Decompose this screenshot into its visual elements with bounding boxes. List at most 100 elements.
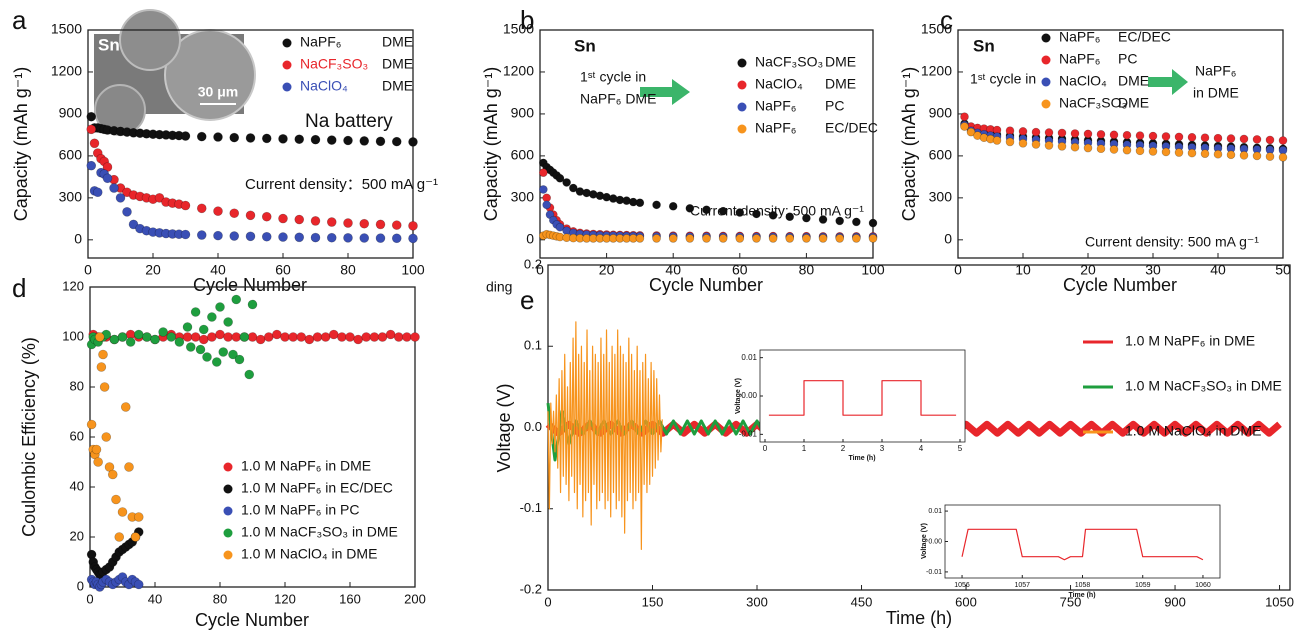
data-point: [133, 329, 144, 340]
panel-label: d: [12, 273, 26, 303]
data-point: [1174, 148, 1184, 157]
annotation: NaPF₆: [1195, 63, 1236, 79]
data-point: [196, 230, 207, 240]
data-point: [668, 201, 678, 211]
data-point: [213, 132, 223, 142]
y-tick-label: 300: [511, 189, 535, 205]
legend-swatch: [223, 484, 233, 494]
legend-label: NaClO₄: [300, 78, 348, 94]
data-point: [86, 160, 97, 171]
data-point: [702, 205, 711, 215]
arrow: [1148, 69, 1188, 95]
x-tick-label: 600: [955, 594, 977, 609]
data-point: [115, 193, 126, 203]
data-point: [343, 218, 353, 228]
data-point: [182, 322, 193, 332]
data-point: [92, 187, 103, 198]
data-point: [215, 329, 225, 340]
data-point: [1187, 132, 1197, 142]
data-point: [304, 334, 315, 345]
data-point: [1200, 133, 1210, 143]
x-tick-label: 1057: [1014, 582, 1030, 589]
x-tick-label: 0: [763, 444, 768, 453]
legend-label: 1.0 M NaCF₃SO₃ in DME: [241, 524, 398, 540]
data-point: [410, 332, 420, 342]
annotation: Sn: [574, 36, 596, 55]
annotation: Current density：500 mA g⁻¹: [245, 176, 438, 193]
legend-solvent: EC/DEC: [825, 120, 878, 136]
data-point: [296, 332, 307, 342]
data-point: [142, 332, 152, 342]
data-point: [320, 332, 331, 342]
legend-label: NaCF₃SO₃: [755, 54, 823, 70]
data-point: [294, 232, 305, 243]
legend-label: NaPF₆: [1059, 51, 1100, 67]
data-point: [1265, 135, 1275, 145]
legend-swatch: [737, 102, 747, 112]
data-point: [218, 347, 229, 357]
legend-solvent: PC: [825, 98, 844, 114]
data-point: [1109, 130, 1119, 140]
data-point: [960, 122, 969, 131]
data-point: [196, 203, 207, 214]
data-point: [1083, 129, 1093, 139]
data-point: [568, 183, 578, 193]
y-tick-label: 0.00: [741, 391, 757, 400]
y-tick-label: -0.01: [739, 429, 758, 438]
data-point: [359, 233, 370, 243]
data-point: [278, 232, 288, 242]
legend-solvent: EC/DEC: [1118, 29, 1171, 45]
x-tick-label: 1058: [1075, 582, 1091, 589]
legend-swatch: [1041, 99, 1051, 109]
x-tick-label: 0: [84, 262, 92, 278]
data-point: [818, 215, 828, 224]
y-tick-label: 0.01: [741, 353, 757, 362]
legend-swatch: [223, 528, 233, 538]
data-point: [326, 217, 337, 227]
data-point: [213, 206, 223, 216]
data-point: [130, 532, 141, 542]
annotation: in DME: [1193, 85, 1239, 101]
inset-label: Sn: [98, 35, 120, 54]
y-tick-label: -0.1: [520, 500, 542, 515]
data-point: [1161, 132, 1171, 141]
data-point: [1070, 142, 1080, 152]
data-point: [1239, 151, 1249, 160]
y-tick-label: 80: [70, 378, 84, 393]
data-point: [245, 133, 256, 143]
panel-label: e: [520, 285, 534, 315]
data-point: [166, 332, 177, 342]
data-point: [868, 218, 878, 228]
data-point: [1239, 134, 1249, 144]
y-tick-label: 0.1: [524, 338, 542, 353]
data-point: [125, 337, 136, 347]
data-point: [196, 131, 207, 142]
data-point: [278, 213, 288, 224]
data-point: [343, 135, 353, 146]
data-point: [369, 332, 380, 342]
y-axis-label: Voltage (V): [494, 383, 514, 472]
data-point: [393, 332, 404, 342]
data-point: [635, 234, 645, 243]
data-point: [685, 204, 695, 213]
data-point: [310, 216, 321, 226]
x-axis-label: Cycle Number: [193, 275, 307, 295]
legend-solvent: DME: [382, 56, 413, 72]
data-point: [1252, 135, 1262, 144]
data-point: [375, 136, 386, 147]
data-point: [1148, 147, 1158, 156]
data-point: [652, 200, 661, 210]
x-tick-label: 200: [404, 591, 426, 606]
y-tick-label: 0: [77, 578, 84, 593]
data-point: [261, 133, 272, 144]
legend-swatch: [282, 60, 292, 70]
legend-solvent: DME: [382, 78, 413, 94]
data-point: [207, 332, 217, 342]
y-tick-label: 120: [62, 278, 84, 293]
y-tick-label: 20: [70, 528, 84, 543]
x-tick-label: 10: [1015, 262, 1031, 278]
y-axis-label: Capacity (mAh g⁻¹): [899, 67, 919, 222]
y-tick-label: 1200: [921, 63, 952, 79]
x-tick-label: 20: [145, 262, 161, 278]
